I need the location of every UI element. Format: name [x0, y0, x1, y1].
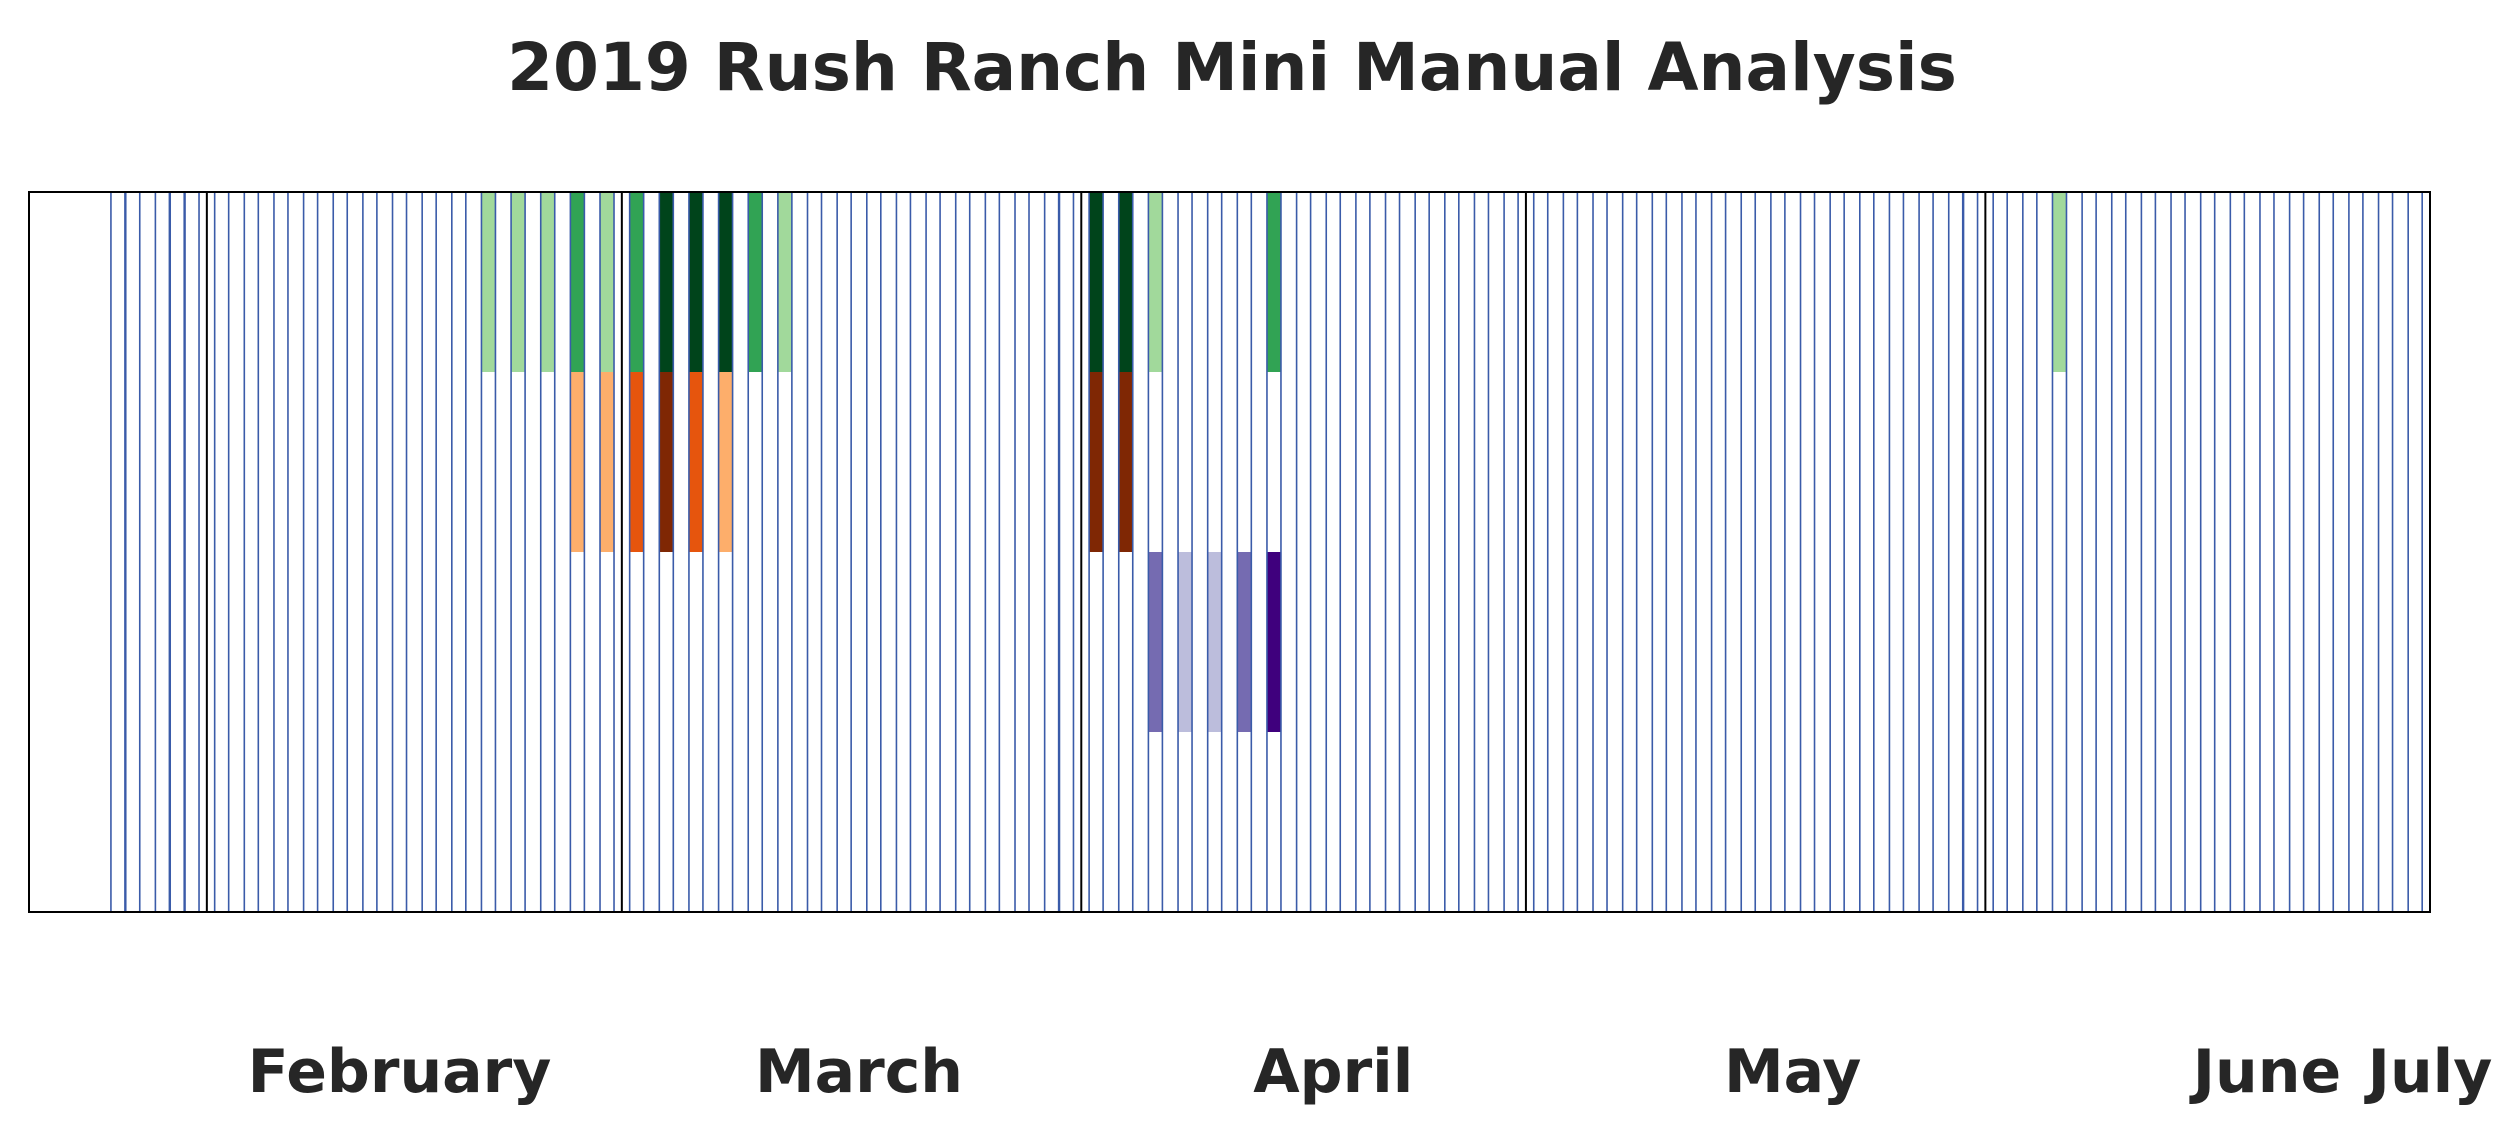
heatmap-cell-2019-03-08-row-1 [718, 372, 733, 552]
heatmap-cell-2019-04-02-row-1 [1089, 372, 1104, 552]
heatmap-cell-2019-02-22-row-0 [511, 192, 526, 372]
heatmap-cell-2019-03-02-row-0 [629, 192, 644, 372]
heatmap-cell-2019-03-08-row-0 [718, 192, 733, 372]
heatmap-cell-2019-03-10-row-0 [748, 192, 763, 372]
month-label-june: June [2189, 1037, 2341, 1107]
heatmap-cell-2019-02-28-row-0 [600, 192, 615, 372]
heatmap-cell-2019-03-04-row-1 [659, 372, 674, 552]
heatmap-cell-2019-04-10-row-2 [1207, 552, 1222, 732]
heatmap-cell-2019-03-12-row-0 [777, 192, 792, 372]
heatmap-cell-2019-04-14-row-0 [1266, 192, 1281, 372]
heatmap-cell-2019-03-06-row-1 [688, 372, 703, 552]
heatmap-cell-2019-02-20-row-0 [481, 192, 496, 372]
heatmap-cell-2019-02-28-row-1 [600, 372, 615, 552]
heatmap-cell-2019-04-12-row-2 [1237, 552, 1252, 732]
month-label-july: July [2364, 1037, 2493, 1107]
heatmap-cell-2019-02-26-row-0 [570, 192, 585, 372]
heatmap-cell-2019-02-24-row-0 [540, 192, 555, 372]
month-labels-layer: February March April May June July [248, 1037, 2493, 1107]
heatmap-cell-2019-04-04-row-1 [1118, 372, 1133, 552]
plot-background [29, 192, 2430, 912]
heatmap-cell-2019-04-04-row-0 [1118, 192, 1133, 372]
heatmap-cell-2019-04-06-row-0 [1148, 192, 1163, 372]
heatmap-cell-2019-04-02-row-0 [1089, 192, 1104, 372]
heatmap-cell-2019-04-06-row-2 [1148, 552, 1163, 732]
month-label-may: May [1724, 1037, 1861, 1107]
heatmap-cell-2019-04-08-row-2 [1178, 552, 1193, 732]
sample-lines-layer [110, 192, 2423, 912]
month-boundaries-layer [205, 192, 1987, 912]
chart-title: 2019 Rush Ranch Mini Manual Analysis [507, 29, 1957, 106]
heatmap-cell-2019-04-14-row-2 [1266, 552, 1281, 732]
heatmap-cell-2019-03-04-row-0 [659, 192, 674, 372]
heatmap-cell-2019-06-06-row-0 [2052, 192, 2067, 372]
month-label-april: April [1253, 1037, 1413, 1107]
plot-frame [28, 191, 2431, 913]
heatmap-cell-2019-02-26-row-1 [570, 372, 585, 552]
heatmap-cell-2019-03-06-row-0 [688, 192, 703, 372]
month-label-march: March [755, 1037, 963, 1107]
heatmap-cell-2019-03-02-row-1 [629, 372, 644, 552]
month-label-february: February [248, 1037, 552, 1107]
cells-layer [481, 192, 2067, 732]
